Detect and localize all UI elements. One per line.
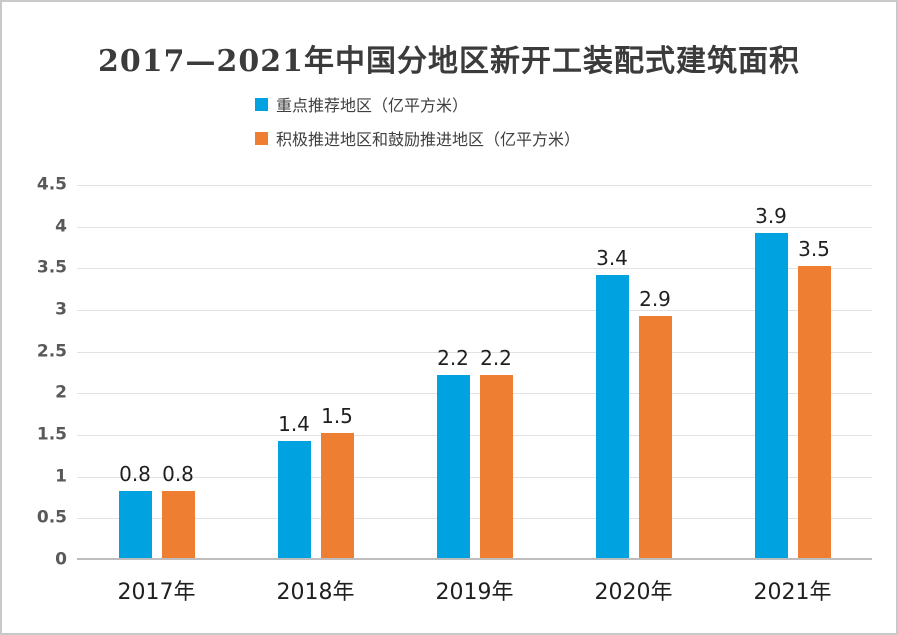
y-tick-label: 4.5 bbox=[36, 174, 67, 195]
legend-item: 重点推荐地区（亿平方米） bbox=[255, 92, 580, 116]
x-axis-label: 2020年 bbox=[594, 580, 673, 605]
x-axis-label: 2021年 bbox=[753, 580, 832, 605]
bar-wrap: 2.2 bbox=[436, 348, 470, 558]
bar-series1 bbox=[754, 233, 788, 558]
bar-series1 bbox=[118, 491, 152, 558]
bar-value-label: 3.4 bbox=[596, 245, 628, 270]
y-tick-label: 4 bbox=[55, 216, 67, 237]
legend-label: 积极推进地区和鼓励推进地区（亿平方米） bbox=[276, 130, 581, 149]
x-axis-label: 2019年 bbox=[435, 580, 514, 605]
bar-series1 bbox=[436, 374, 470, 558]
x-axis-label: 2017年 bbox=[117, 580, 196, 605]
bar-value-label: 0.8 bbox=[162, 462, 194, 487]
legend-item: 积极推进地区和鼓励推进地区（亿平方米） bbox=[255, 126, 580, 150]
bar-value-label: 0.8 bbox=[119, 462, 151, 487]
y-tick-label: 0.5 bbox=[36, 507, 67, 528]
bar-value-label: 3.5 bbox=[798, 237, 830, 262]
bar-group: 3.4 2.9 bbox=[554, 248, 713, 558]
bar-wrap: 0.8 bbox=[161, 464, 195, 558]
bar-value-label: 2.9 bbox=[639, 287, 671, 312]
bar-group: 0.8 0.8 bbox=[77, 464, 236, 558]
bar-group: 2.2 2.2 bbox=[395, 348, 554, 558]
gridline bbox=[77, 351, 872, 353]
bar-wrap: 3.5 bbox=[797, 239, 831, 558]
bar-wrap: 0.8 bbox=[118, 464, 152, 558]
bar-wrap: 1.4 bbox=[277, 414, 311, 558]
x-axis-label: 2018年 bbox=[276, 580, 355, 605]
y-tick-label: 3.5 bbox=[36, 257, 67, 278]
bar-wrap: 1.5 bbox=[320, 406, 354, 558]
gridline bbox=[77, 435, 872, 436]
bar-group: 3.9 3.5 bbox=[713, 206, 872, 558]
bar-series2 bbox=[320, 433, 354, 558]
bar-series1 bbox=[595, 274, 629, 558]
y-tick-label: 2 bbox=[55, 382, 67, 403]
y-tick-label: 0 bbox=[55, 549, 67, 570]
bar-wrap: 2.9 bbox=[638, 289, 672, 558]
legend-swatch-icon bbox=[255, 131, 268, 145]
chart-title: 2017—2021年中国分地区新开工装配式建筑面积 bbox=[98, 44, 800, 79]
bar-series2 bbox=[638, 316, 672, 558]
legend-label: 重点推荐地区（亿平方米） bbox=[276, 96, 469, 115]
y-tick-label: 1.5 bbox=[36, 424, 67, 445]
gridline bbox=[77, 268, 872, 270]
gridline bbox=[77, 393, 872, 395]
legend: 重点推荐地区（亿平方米） 积极推进地区和鼓励推进地区（亿平方米） bbox=[255, 92, 580, 150]
bar-series1 bbox=[277, 441, 311, 558]
bar-series2 bbox=[797, 266, 831, 558]
gridline bbox=[77, 185, 872, 186]
bar-wrap: 3.9 bbox=[754, 206, 788, 558]
bar-value-label: 2.2 bbox=[437, 345, 469, 370]
gridline bbox=[77, 310, 872, 311]
bar-wrap: 3.4 bbox=[595, 248, 629, 558]
bar-series2 bbox=[161, 491, 195, 558]
y-tick-label: 3 bbox=[55, 299, 67, 320]
legend-swatch-icon bbox=[255, 97, 268, 111]
bar-value-label: 2.2 bbox=[480, 345, 512, 370]
bar-value-label: 1.5 bbox=[321, 404, 353, 428]
bar-group: 1.4 1.5 bbox=[236, 406, 395, 558]
bar-value-label: 3.9 bbox=[755, 204, 787, 228]
bar-wrap: 2.2 bbox=[479, 348, 513, 558]
y-tick-label: 1 bbox=[55, 466, 67, 487]
gridline bbox=[77, 226, 872, 228]
bar-value-label: 1.4 bbox=[278, 412, 310, 437]
gridline bbox=[77, 476, 872, 478]
y-tick-label: 2.5 bbox=[36, 341, 67, 362]
plot-area: 0 0.5 1 1.5 2 2.5 3 3.5 4 4.5 0.8 0.8 2017年 1.4 1.5 201… bbox=[37, 176, 872, 605]
gridline bbox=[77, 518, 872, 520]
bar-series2 bbox=[479, 374, 513, 558]
